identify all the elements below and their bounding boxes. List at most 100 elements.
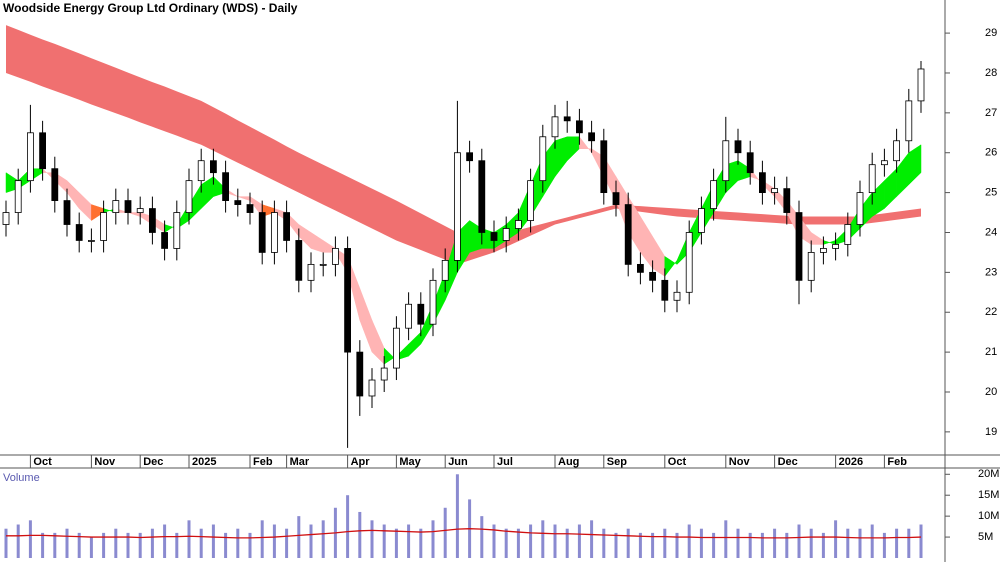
volume-bar xyxy=(77,532,81,558)
volume-bar xyxy=(65,528,69,558)
candle-body xyxy=(588,132,595,142)
volume-bar xyxy=(748,532,752,558)
volume-bar xyxy=(712,532,716,558)
volume-bar xyxy=(504,528,508,558)
volume-bar xyxy=(626,528,630,558)
volume-bar xyxy=(187,520,191,558)
candle-body xyxy=(124,200,132,213)
volume-bar xyxy=(150,528,154,558)
volume-bar xyxy=(114,528,118,558)
volume-bar xyxy=(175,532,179,558)
candle-body xyxy=(331,248,339,265)
candle-body xyxy=(368,379,376,397)
x-tick-label: Sep xyxy=(607,456,627,468)
x-tick-label: 2026 xyxy=(839,456,863,468)
candle-body xyxy=(356,351,364,397)
candle-body xyxy=(637,263,644,273)
y-tick-label: 5M xyxy=(978,531,993,543)
candle-body xyxy=(295,240,303,281)
chart-title: Woodside Energy Group Ltd Ordinary (WDS)… xyxy=(3,1,298,15)
candle-body xyxy=(734,140,742,154)
volume-bar xyxy=(675,532,679,558)
volume-bar xyxy=(370,520,374,558)
candle-body xyxy=(405,303,413,329)
candle-body xyxy=(453,152,461,261)
volume-bar xyxy=(199,528,203,558)
volume-bar xyxy=(834,520,838,558)
volume-bar xyxy=(638,532,642,558)
candle-body xyxy=(685,232,693,293)
volume-bar xyxy=(272,524,276,558)
x-tick-label: Feb xyxy=(887,456,907,468)
candle-body xyxy=(197,160,205,182)
volume-bar xyxy=(760,532,764,558)
volume-bar xyxy=(492,524,496,558)
y-tick-label: 25 xyxy=(985,187,997,199)
volume-bar xyxy=(248,532,252,558)
x-tick-label: Aug xyxy=(558,456,579,468)
volume-bar xyxy=(431,520,435,558)
candle-body xyxy=(881,160,888,166)
candle-body xyxy=(222,172,230,201)
candle-body xyxy=(270,212,278,253)
volume-ma xyxy=(6,528,922,539)
volume-bar xyxy=(602,528,606,558)
volume-bar xyxy=(309,524,313,558)
candle-body xyxy=(14,180,22,213)
candle-body xyxy=(234,200,242,205)
candle-body xyxy=(100,212,107,241)
candle-body xyxy=(490,232,498,241)
volume-bar xyxy=(16,524,20,558)
volume-bar xyxy=(4,528,8,558)
candle-body xyxy=(185,180,193,213)
candle-body xyxy=(246,204,254,213)
candle-body xyxy=(576,120,583,134)
y-tick-label: 26 xyxy=(985,147,997,159)
candle-body xyxy=(39,132,46,170)
candle-body xyxy=(917,68,925,102)
volume-bar xyxy=(541,520,545,558)
volume-bar xyxy=(455,474,459,558)
volume-bar xyxy=(443,507,447,558)
candle-body xyxy=(283,212,291,241)
volume-bar xyxy=(346,495,350,558)
volume-bar xyxy=(480,516,484,558)
x-tick-label: Nov xyxy=(94,456,116,468)
volume-bar xyxy=(28,520,32,558)
x-tick-label: Mar xyxy=(290,456,310,468)
volume-bar xyxy=(553,524,557,558)
volume-bar xyxy=(870,524,874,558)
y-tick-label: 24 xyxy=(985,226,997,238)
y-tick-label: 23 xyxy=(985,266,997,278)
x-tick-label: Dec xyxy=(778,456,798,468)
x-tick-label: May xyxy=(399,456,421,468)
y-tick-label: 15M xyxy=(978,489,999,501)
volume-bar xyxy=(809,528,813,558)
volume-bar xyxy=(846,528,850,558)
volume-bar xyxy=(529,524,533,558)
volume-bar xyxy=(394,528,398,558)
price-pane xyxy=(2,25,925,448)
volume-bar xyxy=(297,516,301,558)
y-tick-label: 20 xyxy=(985,386,997,398)
candle-body xyxy=(661,279,669,301)
candle-body xyxy=(63,200,71,225)
y-tick-label: 28 xyxy=(985,67,997,79)
volume-bar xyxy=(773,528,777,558)
candle-body xyxy=(551,116,559,138)
candle-body xyxy=(209,160,217,174)
volume-bar xyxy=(53,532,57,558)
volume-bar xyxy=(285,528,289,558)
candle-body xyxy=(673,291,681,301)
volume-bar xyxy=(797,524,801,558)
volume-bar xyxy=(382,524,386,558)
volume-bar xyxy=(724,520,728,558)
x-tick-label: Oct xyxy=(33,456,52,468)
volume-pane xyxy=(4,474,923,558)
volume-bar xyxy=(224,532,228,558)
volume-bar xyxy=(565,528,569,558)
volume-bar xyxy=(699,528,703,558)
x-tick-label: Oct xyxy=(668,456,687,468)
candle-body xyxy=(173,212,181,249)
